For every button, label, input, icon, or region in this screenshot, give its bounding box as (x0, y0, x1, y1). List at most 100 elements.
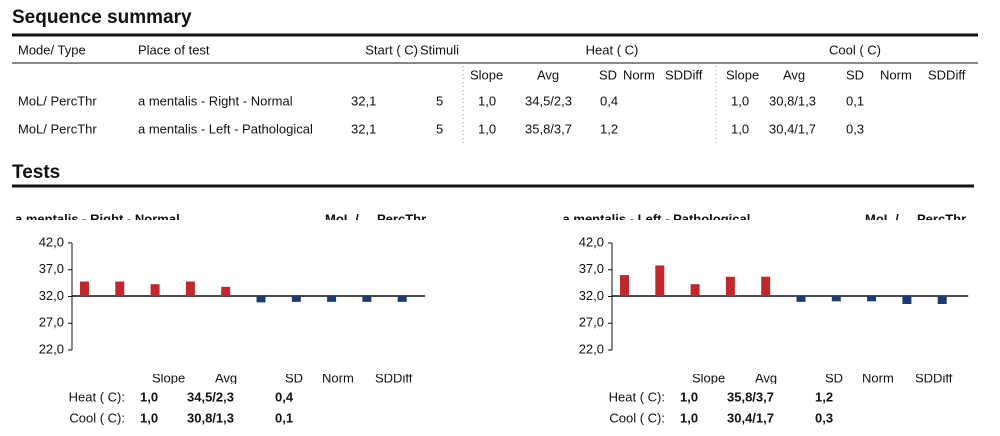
bar (937, 295, 947, 304)
table-cell: 32,1 (351, 93, 376, 108)
mode-label: MoL / (325, 211, 359, 226)
clipped-header: Slope Avg SD Norm SDDiff (152, 370, 413, 385)
table-cell: 5 (436, 121, 443, 136)
bar (655, 265, 665, 296)
table-cell: a mentalis - Right - Normal (138, 93, 293, 108)
column-header: Heat ( C) (586, 42, 639, 57)
table-cell: 0,1 (846, 93, 864, 108)
stats-cell: 30,8/1,3 (187, 410, 234, 425)
clipped-title: a mentalis - Right - Normal MoL / PercThr (15, 211, 426, 226)
bar (362, 295, 372, 302)
stats-cell: 0,4 (275, 389, 294, 404)
stats-header: Slope (152, 370, 185, 385)
column-subheader: Avg (783, 67, 805, 82)
bar (796, 295, 806, 302)
column-subheader: Norm (880, 67, 912, 82)
stats-cell: 1,2 (815, 389, 833, 404)
table-cell: 30,8/1,3 (769, 93, 816, 108)
mode-label: MoL / (865, 211, 899, 226)
stats-cell: 0,3 (815, 410, 833, 425)
table-cell: 1,0 (478, 121, 496, 136)
stats-header: SD (825, 370, 843, 385)
column-subheader: SDDiff (928, 67, 966, 82)
y-tick-label: 42,0 (39, 234, 64, 249)
column-header: Start ( C) (365, 42, 418, 57)
table-cell: 34,5/2,3 (525, 93, 572, 108)
stats-cell: 34,5/2,3 (187, 389, 234, 404)
stats-header: Slope (692, 370, 725, 385)
chart-title: a mentalis - Left - Pathological (563, 211, 751, 226)
y-tick-label: 22,0 (39, 341, 64, 356)
stats-cell: 35,8/3,7 (727, 389, 774, 404)
y-tick-label: 37,0 (39, 261, 64, 276)
column-subheader: Slope (726, 67, 759, 82)
stats-header: Avg (755, 370, 777, 385)
stats-header: Norm (322, 370, 354, 385)
column-subheader: Avg (537, 67, 559, 82)
bar (397, 295, 407, 302)
mode-label: PercThr (917, 211, 966, 226)
table-cell: 5 (436, 93, 443, 108)
stats-cell: 30,4/1,7 (727, 410, 774, 425)
stats-header: SDDiff (915, 370, 953, 385)
stats-cell: Cool ( C): (69, 410, 125, 425)
table-cell: 1,2 (600, 121, 618, 136)
bar (80, 281, 89, 296)
stats-cell: 1,0 (680, 410, 698, 425)
clipped-title: a mentalis - Left - Pathological MoL / Per… (563, 211, 967, 226)
table-cell: MoL/ PercThr (18, 93, 97, 108)
stats-cell: 1,0 (140, 389, 158, 404)
y-tick-label: 22,0 (579, 341, 604, 356)
table-cell: 0,3 (846, 121, 864, 136)
column-subheader: SD (599, 67, 617, 82)
stats-cell: 1,0 (680, 389, 698, 404)
stats-header: Avg (215, 370, 237, 385)
y-tick-label: 32,0 (579, 288, 604, 303)
mode-label: PercThr (377, 211, 426, 226)
stats-cell: 1,0 (140, 410, 158, 425)
bar (327, 295, 337, 302)
bar (115, 281, 125, 296)
table-cell: MoL/ PercThr (18, 121, 97, 136)
bar (221, 286, 231, 296)
y-tick-label: 37,0 (579, 261, 604, 276)
table-cell: a mentalis - Left - Pathological (138, 121, 313, 136)
column-header: Place of test (138, 42, 210, 57)
column-header: Mode/ Type (18, 42, 86, 57)
table-cell: 1,0 (731, 121, 749, 136)
table-cell: 30,4/1,7 (769, 121, 816, 136)
bar (725, 276, 735, 296)
bar (150, 284, 160, 296)
y-tick-label: 42,0 (579, 234, 604, 249)
table-cell: 35,8/3,7 (525, 121, 572, 136)
stats-header: SDDiff (375, 370, 413, 385)
bar (185, 281, 195, 296)
table-cell: 1,0 (731, 93, 749, 108)
table-cell: 32,1 (351, 121, 376, 136)
column-subheader: SD (846, 67, 864, 82)
stats-header: SD (285, 370, 303, 385)
stats-cell: 0,1 (275, 410, 293, 425)
y-tick-label: 27,0 (579, 315, 604, 330)
chart-title: a mentalis - Right - Normal (15, 211, 180, 226)
stats-header: Norm (862, 370, 894, 385)
column-header: Stimuli (420, 42, 459, 57)
bar (620, 275, 629, 296)
bar (867, 295, 877, 302)
y-tick-label: 32,0 (39, 288, 64, 303)
table-cell: 0,4 (600, 93, 618, 108)
bar (256, 295, 266, 303)
bar (761, 276, 771, 296)
y-tick-label: 27,0 (39, 315, 64, 330)
stats-cell: Cool ( C): (609, 410, 665, 425)
bar (902, 295, 912, 304)
section-title: Tests (12, 162, 60, 183)
clipped-header: Slope Avg SD Norm SDDiff (692, 370, 953, 385)
stats-cell: Heat ( C): (609, 389, 665, 404)
column-subheader: Norm (623, 67, 655, 82)
bar (690, 284, 700, 296)
section-title: Sequence summary (12, 7, 192, 28)
stats-cell: Heat ( C): (69, 389, 125, 404)
